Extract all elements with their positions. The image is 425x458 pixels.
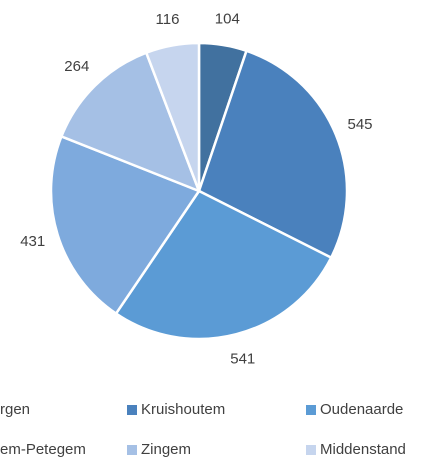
legend-label: Oudenaarde xyxy=(320,401,403,418)
legend-marker xyxy=(127,405,137,415)
data-label: 116 xyxy=(156,11,180,28)
data-label: 541 xyxy=(230,350,255,367)
legend-marker xyxy=(127,445,137,455)
pie-slice xyxy=(59,51,202,194)
data-label: 431 xyxy=(20,233,45,250)
legend-label: Middenstand xyxy=(320,441,406,458)
legend-label: em-Petegem xyxy=(0,441,86,458)
legend-marker xyxy=(306,405,316,415)
pie-slice xyxy=(144,41,201,192)
data-label: 104 xyxy=(215,10,240,27)
legend-label: rgen xyxy=(0,401,30,418)
legend-marker xyxy=(306,445,316,455)
pie-slice xyxy=(114,189,333,341)
legend-label: Zingem xyxy=(141,441,191,458)
data-label: 545 xyxy=(348,116,373,133)
legend-label: Kruishoutem xyxy=(141,401,225,418)
pie-slice xyxy=(197,49,349,260)
data-label: 264 xyxy=(64,58,89,75)
pie-slice xyxy=(49,134,201,316)
